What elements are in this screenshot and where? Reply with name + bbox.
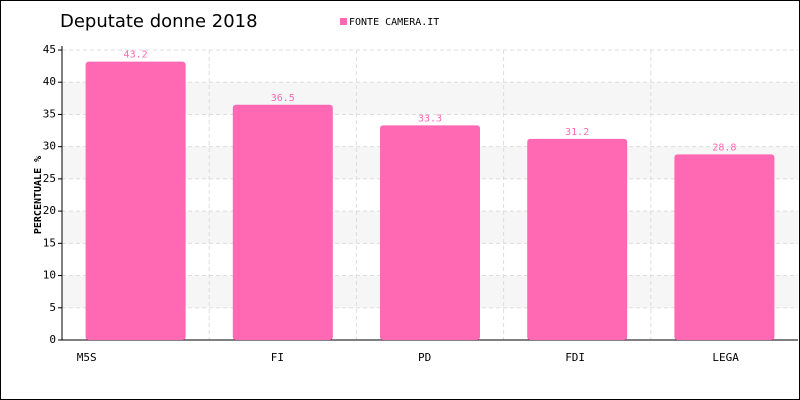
y-tick-label: 30 — [43, 140, 56, 153]
y-axis-label: PERCENTUALE % — [33, 156, 44, 234]
y-tick-label: 0 — [49, 333, 56, 346]
y-tick-label: 45 — [43, 43, 56, 56]
legend-swatch — [340, 18, 347, 25]
bar — [380, 125, 480, 341]
x-tick-label: FDI — [565, 351, 585, 364]
y-tick-label: 20 — [43, 204, 56, 217]
value-label: 36.5 — [271, 93, 295, 104]
bar — [527, 138, 628, 340]
x-tick-label: M5S — [77, 351, 97, 364]
chart-title: Deputate donne 2018 — [60, 11, 258, 32]
y-tick-label: 25 — [43, 172, 56, 185]
y-tick-label: 5 — [49, 301, 56, 314]
bar — [232, 104, 333, 341]
x-tick-label: LEGA — [712, 351, 739, 364]
value-label: 28.8 — [712, 142, 736, 153]
bar — [85, 61, 186, 340]
bar — [674, 154, 775, 340]
y-tick-label: 35 — [43, 107, 56, 120]
value-label: 31.2 — [565, 127, 589, 138]
y-tick-label: 40 — [43, 75, 56, 88]
y-tick-label: 15 — [43, 236, 56, 249]
y-tick-label: 10 — [43, 269, 56, 282]
x-tick-label: FI — [271, 351, 284, 364]
value-label: 33.3 — [418, 113, 442, 124]
value-label: 43.2 — [124, 50, 148, 61]
x-tick-label: PD — [418, 351, 431, 364]
legend-label: FONTE CAMERA.IT — [349, 17, 439, 28]
